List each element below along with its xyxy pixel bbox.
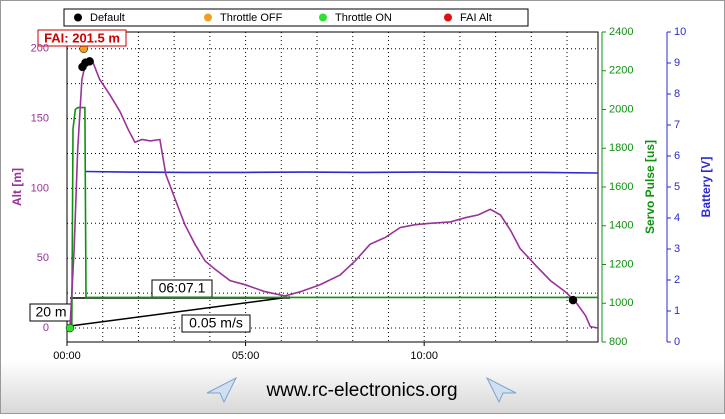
fai-label: FAI: 201.5 m	[44, 30, 120, 45]
annotation: 0.05 m/s	[189, 315, 243, 331]
y2-axis-title: Servo Pulse [us]	[643, 140, 657, 234]
y3-tick-label: 9	[674, 57, 680, 69]
legend-label: Default	[90, 12, 125, 24]
legend-marker	[204, 13, 212, 22]
y-tick-label: 150	[31, 112, 49, 124]
y3-tick-label: 3	[674, 243, 680, 255]
legend-label: FAI Alt	[460, 12, 492, 24]
x-tick-label: 10:00	[410, 350, 438, 362]
plane-icon	[485, 376, 517, 404]
y3-tick-label: 10	[674, 26, 686, 38]
fai-box	[37, 29, 127, 47]
y3-tick-label: 6	[674, 150, 680, 162]
legend-marker	[74, 13, 82, 22]
y2-tick-label: 1600	[609, 181, 633, 193]
y2-tick-label: 1200	[609, 258, 633, 270]
y-axis-title: Alt [m]	[10, 168, 24, 206]
footer-text: www.rc-electronics.org	[265, 380, 457, 401]
marker	[65, 323, 75, 333]
y3-tick-label: 5	[674, 181, 680, 193]
x-tick-label: 00:00	[53, 350, 81, 362]
series-line	[67, 58, 599, 329]
annotation: 20 m	[35, 304, 66, 320]
y3-tick-label: 0	[674, 336, 680, 348]
legend-marker	[444, 13, 452, 22]
annotation-box	[181, 314, 251, 333]
y2-tick-label: 1800	[609, 142, 633, 154]
y2-tick-label: 1400	[609, 220, 633, 232]
y-tick-label: 100	[31, 182, 49, 194]
legend-marker	[319, 13, 327, 22]
y2-tick-label: 2200	[609, 65, 633, 77]
y3-axis-title: Battery [V]	[699, 157, 713, 218]
y-tick-label: 0	[43, 322, 49, 334]
series-line	[85, 170, 599, 174]
legend-label: Throttle OFF	[220, 12, 283, 24]
y3-tick-label: 1	[674, 305, 680, 317]
marker	[568, 295, 578, 305]
y2-tick-label: 2000	[609, 103, 633, 115]
y3-tick-label: 7	[674, 119, 680, 131]
y-tick-label: 200	[31, 43, 49, 55]
y2-tick-label: 2400	[609, 26, 633, 38]
plane-icon	[206, 376, 238, 404]
y3-tick-label: 2	[674, 274, 680, 286]
plot-area	[66, 31, 599, 343]
y2-tick-label: 800	[609, 336, 627, 348]
y2-tick-label: 1000	[609, 297, 633, 309]
y-tick-label: 50	[37, 252, 49, 264]
y3-tick-label: 4	[674, 212, 680, 224]
x-tick-label: 05:00	[232, 350, 260, 362]
annotation: 06:07.1	[159, 280, 206, 296]
legend-label: Throttle ON	[335, 12, 392, 24]
measure-line	[69, 296, 291, 327]
legend	[63, 8, 529, 27]
marker	[85, 57, 94, 66]
footer-panel	[1, 360, 724, 413]
y3-tick-label: 8	[674, 88, 680, 100]
